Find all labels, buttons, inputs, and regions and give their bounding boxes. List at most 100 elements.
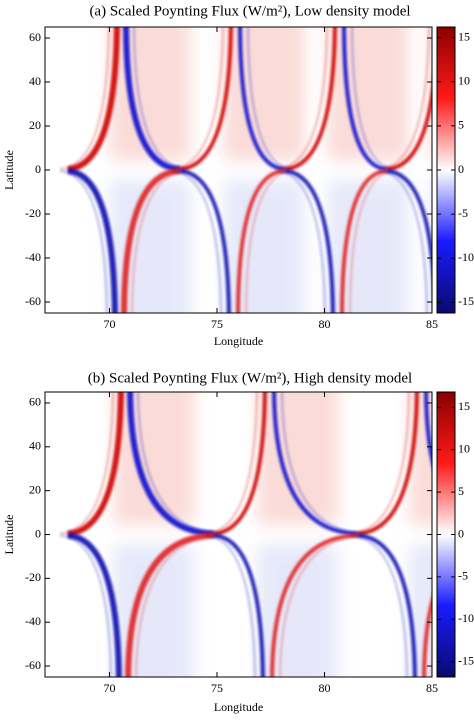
flux-band-echo [205,392,258,535]
colorbar-tick-label: 10 [458,441,470,455]
x-tick-label: 70 [104,317,116,331]
flux-band [386,169,432,285]
flux-band-echo [349,534,408,677]
x-tick-label: 75 [211,317,223,331]
flux-band-echo [247,27,294,170]
flux-band-echo [171,170,222,313]
y-tick-label: -60 [25,294,41,308]
flux-band [125,532,215,677]
y-tick-label: 40 [29,74,41,88]
flux-band-echo [245,170,294,313]
flux-band [67,392,124,537]
flux-band [270,533,359,677]
x-tick-label: 75 [211,681,223,695]
flux-band-echo [279,534,367,677]
flux-band-echo [135,534,223,677]
y-tick-label: 20 [29,118,41,132]
flux-band [357,392,419,536]
chart-title: (a) Scaled Poynting Flux (W/m²), Low den… [89,3,410,19]
flux-band [121,168,181,313]
colorbar-tick-label: 0 [458,162,464,176]
flux-band [236,169,286,313]
flux-band-echo [59,170,108,313]
y-tick-label: -40 [25,614,41,628]
flux-band [422,595,432,677]
flux-band [340,169,388,313]
y-axis-label: Latitude [2,515,16,555]
y-tick-label: 0 [35,162,41,176]
flux-band-echo [59,534,112,677]
flux-band-echo [454,22,474,169]
flux-band [213,392,267,536]
y-tick-label: -20 [25,206,41,220]
flux-band [67,27,120,172]
flux-band [342,27,388,171]
x-tick-label: 70 [104,681,116,695]
y-tick-label: 20 [29,482,41,496]
flux-band-echo [131,170,189,313]
flux-band [127,392,215,537]
flux-band [67,532,122,677]
x-tick-label: 85 [426,681,438,695]
chart-title: (b) Scaled Poynting Flux (W/m²), High de… [88,370,412,386]
colorbar-tick-label: -15 [458,653,474,667]
field-glow [328,27,408,160]
heatmap-field [45,392,432,677]
flux-band [123,27,181,172]
field-glow [224,27,304,160]
colorbar-tick-label: 5 [458,118,464,132]
x-tick-label: 80 [319,317,331,331]
colorbar-tick-label: -15 [458,294,474,308]
y-tick-label: 40 [29,439,41,453]
flux-band [424,392,432,468]
flux-band-echo [378,170,428,313]
y-axis-label: Latitude [2,150,16,190]
flux-band [179,169,231,313]
colorbar-tick-label: -5 [458,569,468,583]
flux-band-echo [133,27,189,170]
flux-band [67,168,118,313]
flux-band-echo [349,170,396,313]
flux-band-echo [59,27,110,170]
flux-band-echo [276,170,326,313]
flux-band [284,27,337,171]
colorbar-tick-label: -5 [458,206,468,220]
colorbar-tick-label: -10 [458,250,474,264]
plot-background [45,392,432,677]
y-tick-label: 60 [29,30,41,44]
flux-band [284,169,335,313]
colorbar-tick-label: 15 [458,29,470,43]
field-glow [328,180,408,313]
flux-band-echo [59,392,114,535]
y-tick-label: 0 [35,526,41,540]
y-tick-label: -60 [25,658,41,672]
colorbar-tick-label: 15 [458,399,470,413]
colorbar-tick-label: 5 [458,484,464,498]
flux-band [386,80,432,171]
flux-band-echo [378,27,430,170]
colorbar-tick-label: 0 [458,526,464,540]
x-axis-label: Longitude [214,700,263,714]
flux-band-echo [281,392,367,535]
colorbar-tick-label: 10 [458,73,470,87]
y-tick-label: -40 [25,250,41,264]
flux-band-echo [276,27,328,170]
field-glow [224,180,304,313]
y-tick-label: 60 [29,395,41,409]
x-axis-label: Longitude [214,334,263,348]
heatmap-field [45,22,474,313]
flux-band [357,533,417,677]
flux-band-echo [205,534,256,677]
flux-band-echo [351,27,396,170]
y-tick-label: -20 [25,570,41,584]
flux-band-echo [349,392,410,535]
flux-band-echo [171,27,224,170]
flux-band [238,27,286,171]
field-glow [110,180,190,313]
flux-band [272,392,359,536]
flux-band [179,27,233,171]
flux-band-echo [137,392,223,535]
flux-band [213,533,265,677]
colorbar-tick-label: -10 [458,611,474,625]
